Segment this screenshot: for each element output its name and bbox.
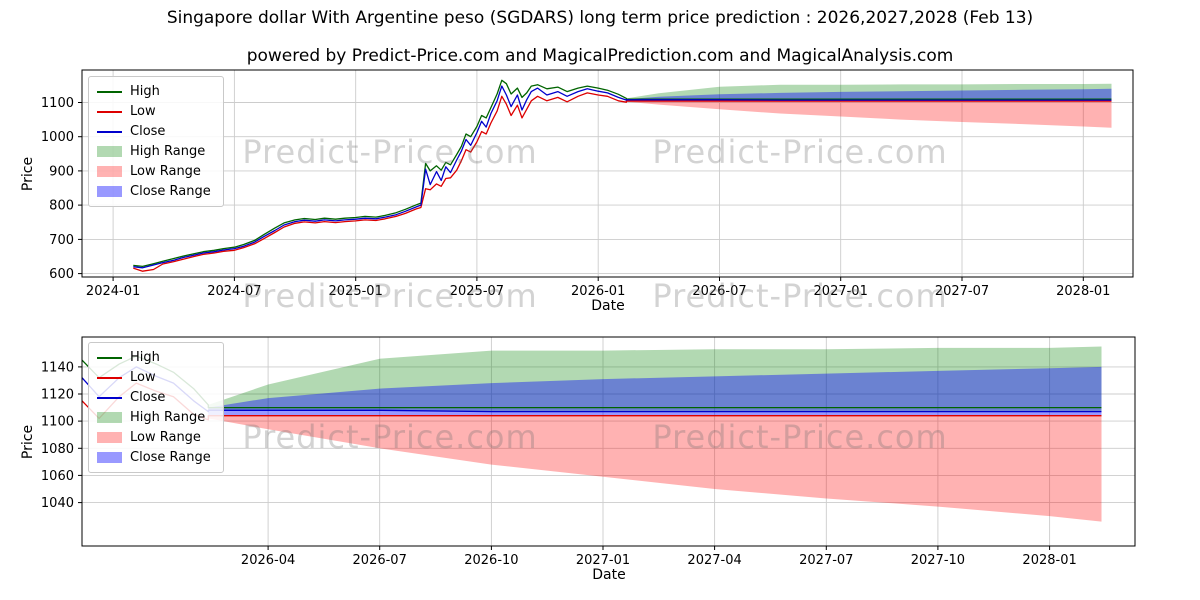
- legend-item-high: High: [97, 349, 211, 366]
- y-tick-label: 1060: [41, 469, 74, 484]
- legend-line-swatch: [97, 130, 122, 133]
- x-tick-label: 2027-04: [687, 553, 741, 568]
- x-tick-label: 2027-01: [814, 284, 868, 299]
- low-range-band: [626, 101, 1112, 128]
- y-tick-label: 1120: [41, 388, 74, 403]
- legend-item-high: High: [97, 83, 211, 100]
- legend-patch-swatch: [97, 186, 122, 197]
- legend-item-low-range: Low Range: [97, 429, 211, 446]
- x-tick-label: 2026-01: [571, 284, 625, 299]
- legend-item-close: Close: [97, 123, 211, 140]
- x-tick-label: 2027-07: [935, 284, 989, 299]
- high-line: [133, 79, 1112, 268]
- legend-label: Low Range: [130, 430, 201, 445]
- legend-line-swatch: [97, 90, 122, 93]
- legend-item-low: Low: [97, 369, 211, 386]
- close-line: [133, 85, 1112, 269]
- legend-patch-swatch: [97, 432, 122, 443]
- powered-by-subtitle: powered by Predict-Price.com and Magical…: [246, 46, 954, 66]
- x-tick-label: 2026-07: [692, 284, 746, 299]
- x-tick-label: 2024-01: [86, 284, 140, 299]
- x-tick-label: 2024-07: [207, 284, 261, 299]
- legend-label: High Range: [130, 410, 206, 425]
- y-tick-label: 800: [49, 199, 74, 214]
- legend-patch-swatch: [97, 166, 122, 177]
- legend-patch-swatch: [97, 412, 122, 423]
- legend-line-swatch: [97, 110, 122, 113]
- legend-label: Low Range: [130, 164, 201, 179]
- legend-line-swatch: [97, 376, 122, 379]
- y-tick-label: 1080: [41, 442, 74, 457]
- legend-item-close-range: Close Range: [97, 449, 211, 466]
- legend-label: Low: [130, 104, 156, 119]
- forecast-price-chart: 2026-04 2026-07 2026-10 2027-01 2027-04 2027-…: [20, 336, 1136, 583]
- legend-label: Close: [130, 124, 166, 139]
- close-range-band: [626, 88, 1112, 102]
- y-tick-label: 700: [49, 233, 74, 248]
- y-tick-label: 600: [49, 267, 74, 282]
- legend-label: Close Range: [130, 184, 211, 199]
- legend-label: Low: [130, 370, 156, 385]
- x-tick-label: 2026-04: [241, 553, 295, 568]
- legend-label: Close Range: [130, 450, 211, 465]
- x-tick-label: 2026-10: [464, 553, 518, 568]
- x-tick-label: 2025-01: [329, 284, 383, 299]
- overview-price-chart: 2024-01 2024-07 2025-01 2025-07 2026-01 2026-…: [20, 69, 1134, 314]
- y-tick-label: 1100: [41, 96, 74, 111]
- legend-item-high-range: High Range: [97, 143, 211, 160]
- legend-patch-swatch: [97, 146, 122, 157]
- x-tick-label: 2027-01: [576, 553, 630, 568]
- plot-border: [81, 336, 1136, 547]
- low-line: [133, 92, 1112, 272]
- legend-label: Close: [130, 390, 166, 405]
- x-tick-label: 2026-07: [353, 553, 407, 568]
- y-tick-label: 1040: [41, 496, 74, 511]
- high-range-band: [208, 346, 1102, 412]
- y-tick-label: 1000: [41, 130, 74, 145]
- legend-label: High: [130, 350, 160, 365]
- y-axis-label: Price: [20, 157, 36, 191]
- y-tick-label: 900: [49, 164, 74, 179]
- legend-patch-swatch: [97, 452, 122, 463]
- legend-line-swatch: [97, 396, 122, 399]
- x-tick-label: 2027-10: [911, 553, 965, 568]
- x-tick-label: 2025-07: [450, 284, 504, 299]
- legend-overview: High Low Close High Range Low Range Close Ran…: [88, 76, 224, 207]
- x-axis-label: Date: [592, 567, 625, 583]
- legend-item-low: Low: [97, 103, 211, 120]
- legend-item-close: Close: [97, 389, 211, 406]
- close-range-band: [208, 366, 1102, 416]
- page-title: Singapore dollar With Argentine peso (SG…: [166, 8, 1034, 28]
- legend-line-swatch: [97, 356, 122, 359]
- legend-forecast: High Low Close High Range Low Range Close Ran…: [88, 342, 224, 473]
- legend-label: High: [130, 84, 160, 99]
- high-range-band: [626, 83, 1112, 101]
- x-tick-label: 2028-01: [1022, 553, 1076, 568]
- legend-item-low-range: Low Range: [97, 163, 211, 180]
- legend-label: High Range: [130, 144, 206, 159]
- y-axis-label: Price: [20, 425, 36, 459]
- legend-item-high-range: High Range: [97, 409, 211, 426]
- legend-item-close-range: Close Range: [97, 183, 211, 200]
- x-tick-label: 2027-07: [799, 553, 853, 568]
- y-tick-label: 1100: [41, 415, 74, 430]
- y-tick-label: 1140: [41, 360, 74, 375]
- plot-border: [81, 69, 1134, 278]
- x-axis-label: Date: [591, 298, 624, 314]
- x-tick-label: 2028-01: [1056, 284, 1110, 299]
- low-range-band: [208, 415, 1102, 522]
